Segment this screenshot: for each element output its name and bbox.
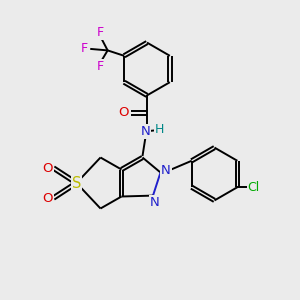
Text: S: S <box>72 176 81 190</box>
Text: N: N <box>161 164 171 178</box>
Text: F: F <box>97 26 104 39</box>
Text: F: F <box>97 60 104 73</box>
Text: Cl: Cl <box>248 181 260 194</box>
Text: H: H <box>155 123 164 136</box>
Text: O: O <box>42 161 53 175</box>
Text: O: O <box>42 191 53 205</box>
Text: N: N <box>150 196 159 209</box>
Text: F: F <box>81 42 88 56</box>
Text: N: N <box>141 125 150 138</box>
Text: O: O <box>119 106 129 119</box>
